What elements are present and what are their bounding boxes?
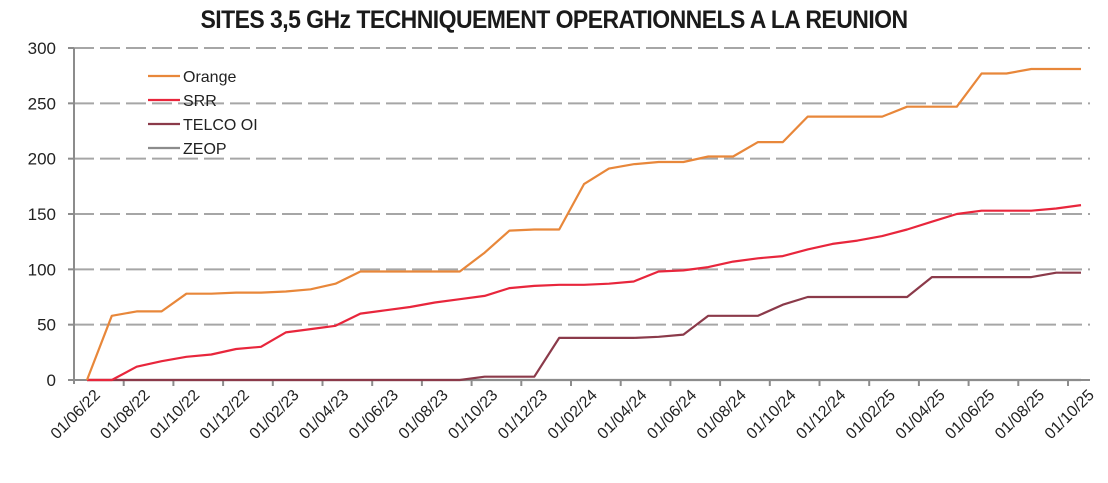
x-tick-label: 01/06/22 (48, 387, 104, 443)
y-tick-label: 250 (28, 94, 56, 113)
legend-label: Orange (183, 69, 236, 86)
gridlines (74, 47, 1090, 326)
legend-item: TELCO OI (148, 117, 258, 134)
x-tick-label: 01/12/22 (197, 387, 253, 443)
x-tick-label: 01/04/25 (893, 387, 949, 443)
legend-item: SRR (148, 93, 217, 110)
series-line-srr (87, 204, 1082, 382)
y-tick-label: 0 (47, 371, 56, 390)
legend: Orange SRR TELCO OI ZEOP (148, 69, 258, 158)
x-tick-label: 01/06/23 (346, 387, 402, 443)
x-tick-label: 01/06/25 (942, 387, 998, 443)
y-tick-label: 300 (28, 39, 56, 58)
legend-label: TELCO OI (183, 117, 258, 134)
x-tick-label: 01/08/25 (992, 387, 1048, 443)
legend-label: ZEOP (183, 141, 227, 158)
x-tick-label: 01/10/23 (445, 387, 501, 443)
y-tick-label: 150 (28, 205, 56, 224)
legend-item: Orange (148, 69, 236, 86)
legend-label: SRR (183, 93, 217, 110)
x-tick-label: 01/10/22 (147, 387, 203, 443)
legend-item: ZEOP (148, 141, 227, 158)
x-tick-label: 01/12/23 (495, 387, 551, 443)
x-tick-label: 01/08/24 (694, 387, 750, 443)
x-tick-label: 01/08/22 (97, 387, 153, 443)
x-axis-ticks: 01/06/2201/08/2201/10/2201/12/2201/02/23… (48, 380, 1098, 443)
x-tick-label: 01/02/23 (247, 387, 303, 443)
x-tick-label: 01/02/25 (843, 387, 899, 443)
axes (68, 48, 1090, 384)
y-tick-label: 200 (28, 150, 56, 169)
y-tick-label: 100 (28, 260, 56, 279)
series-line-orange (85, 67, 1081, 381)
x-tick-label: 01/10/25 (1042, 387, 1098, 443)
y-tick-label: 50 (37, 316, 56, 335)
x-tick-label: 01/06/24 (644, 387, 700, 443)
x-tick-label: 01/08/23 (396, 387, 452, 443)
series-lines (85, 67, 1082, 382)
x-tick-label: 01/04/24 (594, 387, 650, 443)
x-tick-label: 01/04/23 (296, 387, 352, 443)
y-axis-ticks: 0 50 100 150 200 250 300 (28, 39, 74, 390)
x-tick-label: 01/12/24 (793, 387, 849, 443)
x-tick-label: 01/10/24 (744, 387, 800, 443)
x-tick-label: 01/02/24 (545, 387, 601, 443)
series-line-telco-oi (87, 271, 1081, 382)
chart-title: SITES 3,5 GHz TECHNIQUEMENT OPERATIONNEL… (200, 6, 908, 34)
